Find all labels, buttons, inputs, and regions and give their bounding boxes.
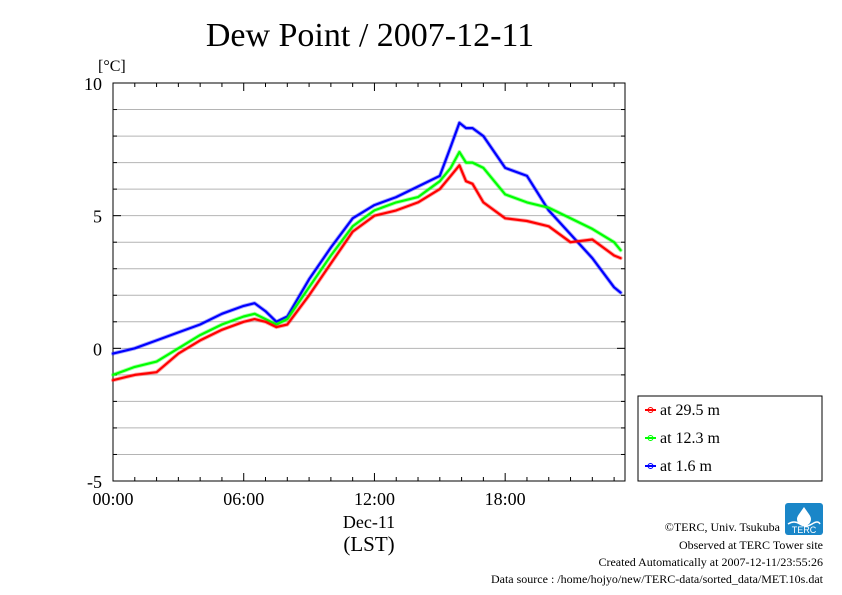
series-halo: [111, 120, 623, 356]
x-axis-ticks: 00:00 06:00 12:00 18:00: [92, 83, 615, 509]
x-axis-label: (LST): [343, 532, 394, 556]
x-axis-date-label: Dec-11: [343, 512, 395, 532]
logo-text: TERC: [792, 525, 817, 535]
source-text: Data source : /home/hojyo/new/TERC-data/…: [491, 572, 824, 586]
legend-marker: [647, 463, 654, 469]
series-line: [111, 164, 622, 382]
series-line: [111, 150, 622, 376]
y-tick-label: -5: [87, 472, 102, 492]
plot-frame: [112, 82, 626, 482]
created-text: Created Automatically at 2007-12-11/23:5…: [598, 555, 823, 569]
observed-text: Observed at TERC Tower site: [679, 538, 823, 552]
y-tick-label: 10: [84, 74, 102, 94]
legend-label: at 29.5 m: [660, 402, 721, 419]
series-line: [111, 121, 622, 355]
logo-drop-shape: [797, 507, 811, 526]
chart-title: Dew Point / 2007-12-11: [206, 17, 534, 54]
legend: at 29.5 m at 12.3 m at 1.6 m: [637, 395, 823, 482]
series-lines: [111, 120, 623, 383]
legend-label: at 12.3 m: [660, 430, 721, 447]
copyright-text: ©TERC, Univ. Tsukuba: [665, 520, 781, 534]
legend-box: [637, 395, 823, 482]
legend-marker: [647, 407, 654, 413]
legend-label: at 1.6 m: [660, 458, 713, 475]
y-axis-ticks: 10 5 0 -5: [84, 74, 625, 492]
logo-wave-shape: [787, 521, 821, 527]
terc-logo-icon: TERC: [785, 503, 823, 535]
x-tick-label: 18:00: [485, 489, 526, 509]
x-tick-label: 06:00: [223, 489, 264, 509]
y-tick-label: 0: [93, 339, 102, 359]
y-axis-unit: [°C]: [98, 58, 126, 75]
grid-lines: [113, 109, 625, 455]
x-tick-label: 00:00: [92, 489, 133, 509]
y-tick-label: 5: [93, 207, 102, 227]
x-tick-label: 12:00: [354, 489, 395, 509]
legend-marker: [647, 435, 654, 441]
